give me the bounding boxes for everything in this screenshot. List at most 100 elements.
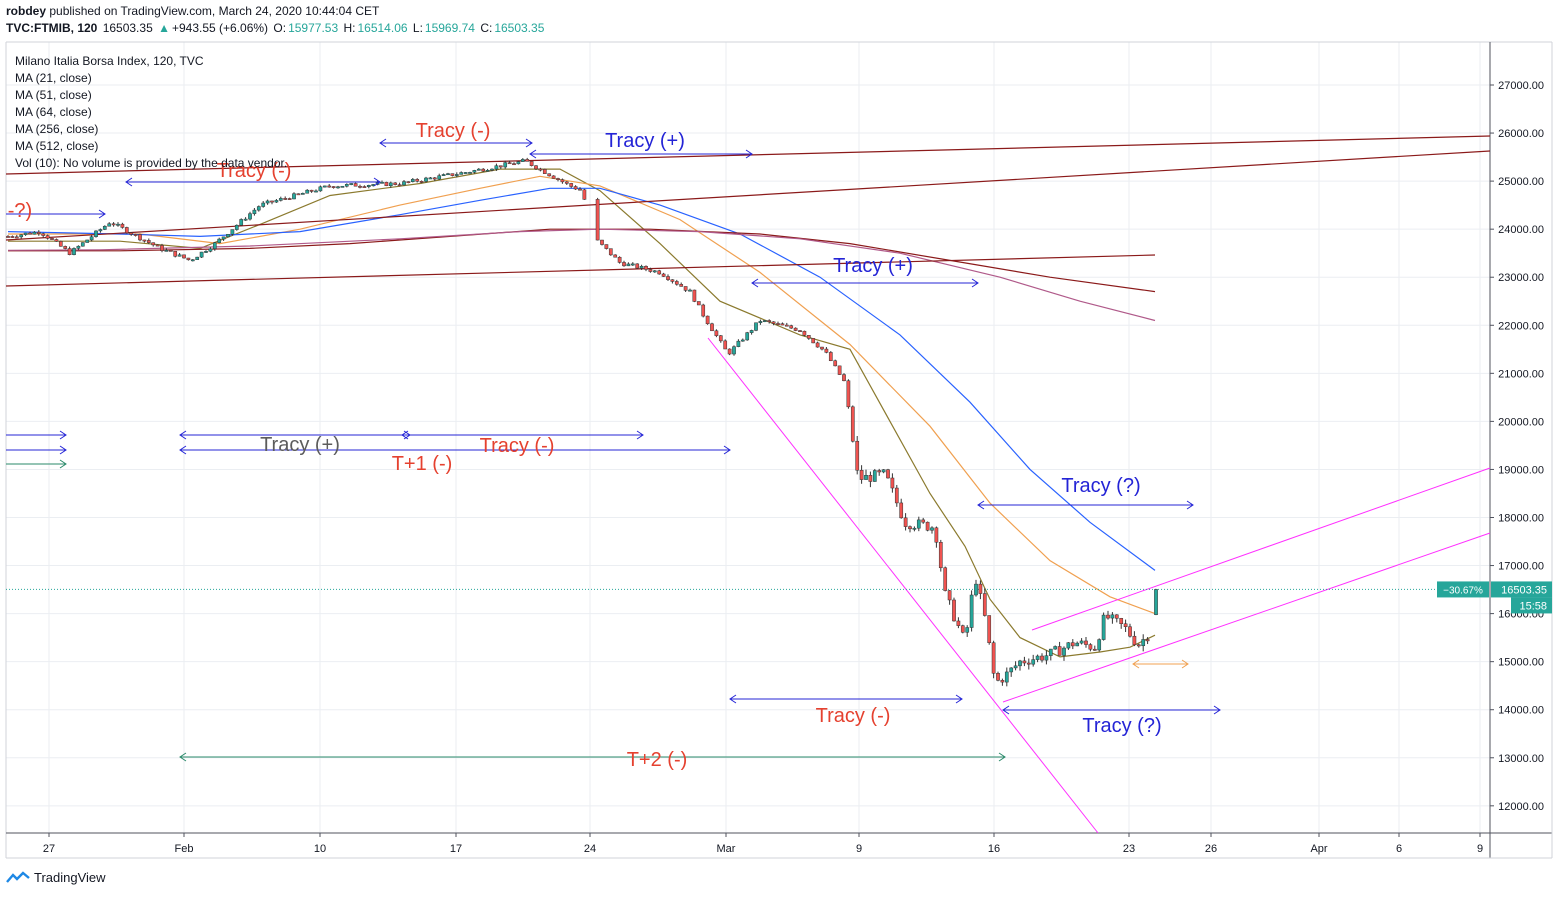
candle-body-down <box>67 248 72 255</box>
candle <box>204 250 208 253</box>
candle <box>1123 619 1128 633</box>
candle-body-down <box>784 324 789 327</box>
arrow-head-right <box>1181 659 1189 669</box>
countdown-label: 15:58 <box>1519 600 1547 612</box>
candle <box>864 469 868 480</box>
time-tick-label: 16 <box>988 843 1000 855</box>
candle-body-down <box>186 257 191 261</box>
annotation-arrow-9 <box>401 430 644 440</box>
candle-body-up <box>344 184 349 187</box>
candle <box>459 171 464 175</box>
candle-body-down <box>714 330 719 336</box>
candle-body-down <box>573 186 578 190</box>
countdown-badge <box>1511 597 1552 614</box>
candle-body-up <box>274 200 279 203</box>
candle <box>221 236 226 241</box>
candle-last <box>1154 588 1158 616</box>
annotation-label: -?) <box>8 200 32 222</box>
candle-body-down <box>622 262 626 267</box>
candle <box>94 230 98 238</box>
candle-body-down <box>710 323 714 332</box>
candle <box>828 351 833 362</box>
candle-body-down <box>987 615 992 643</box>
annotation-arrow-2 <box>125 177 381 187</box>
annotation-label: Tracy (?) <box>1082 715 1161 737</box>
candle-body-up <box>1048 648 1053 656</box>
candle-body-down <box>996 673 1000 681</box>
candle <box>67 246 72 256</box>
candle <box>648 267 653 273</box>
low-value: 15969.74 <box>424 21 475 35</box>
candle <box>160 243 164 253</box>
arrow-head-right <box>971 278 979 288</box>
candle <box>292 192 296 200</box>
candle-body-down <box>397 184 402 187</box>
close-label: C: <box>480 21 493 35</box>
arrow-head-left <box>179 445 187 455</box>
candle <box>424 176 428 183</box>
high-value: 16514.06 <box>357 21 408 35</box>
price-axis: 12000.0013000.0014000.0015000.0016000.00… <box>1437 80 1552 813</box>
candle-body-down <box>934 527 939 543</box>
candle-body-up <box>424 177 428 182</box>
candle <box>600 239 604 246</box>
candle-body-down <box>63 246 68 249</box>
candle <box>1035 654 1040 663</box>
arrow-head-right <box>998 752 1006 762</box>
candle-body-down <box>859 469 864 480</box>
candle <box>872 468 877 482</box>
support-line-lower <box>5 254 1156 287</box>
resistance-line-upper <box>5 135 1491 175</box>
candle <box>261 201 266 208</box>
candle-body-down <box>133 234 138 236</box>
candles <box>6 157 1158 687</box>
candle <box>406 181 411 184</box>
candle-body-down <box>6 236 10 238</box>
candle <box>1132 631 1137 647</box>
candle <box>309 189 314 193</box>
candle-body-down <box>1088 644 1093 650</box>
candle-body-up <box>164 250 169 252</box>
change-badge-label: −30.67% <box>1443 585 1483 596</box>
ma21-line <box>8 168 1156 658</box>
candle-body-down <box>569 183 574 187</box>
candle <box>604 244 609 250</box>
candle-body-down <box>894 487 899 504</box>
author-name[interactable]: robdey <box>6 4 47 18</box>
candle-body-down <box>780 323 785 326</box>
candle <box>683 286 688 293</box>
candle-body-up <box>969 594 974 628</box>
candle-body-down <box>124 227 129 234</box>
candle <box>1031 654 1036 667</box>
price-tick-label: 13000.00 <box>1498 753 1544 765</box>
candle <box>846 379 851 409</box>
candle-body-up <box>340 185 345 188</box>
candle-body-down <box>512 163 516 166</box>
candle <box>380 180 384 184</box>
candle <box>120 222 125 229</box>
candle <box>331 186 336 189</box>
time-tick-label: Apr <box>1310 843 1327 855</box>
annotation-arrow-10 <box>179 445 731 455</box>
candle-body-up <box>881 469 886 473</box>
candle <box>10 235 15 238</box>
candle-body-up <box>195 256 200 260</box>
annotation-arrow-1 <box>529 149 753 159</box>
candle-body-down <box>828 352 833 362</box>
candle-body-down <box>657 270 662 275</box>
annotation-label: T+2 (-) <box>627 749 688 771</box>
candle-body-up <box>441 174 446 176</box>
candle-body-up <box>1154 589 1158 615</box>
candle <box>560 178 565 184</box>
candle <box>740 338 745 342</box>
annotation-label: T+1 (-) <box>392 453 453 475</box>
candle <box>947 590 952 605</box>
candle-body-down <box>168 250 173 252</box>
arrow-head-left <box>379 138 387 148</box>
candle <box>842 373 846 382</box>
candle <box>1119 617 1124 629</box>
candle-body-down <box>798 330 802 332</box>
candle-body-up <box>226 234 230 238</box>
candle <box>1088 643 1093 652</box>
